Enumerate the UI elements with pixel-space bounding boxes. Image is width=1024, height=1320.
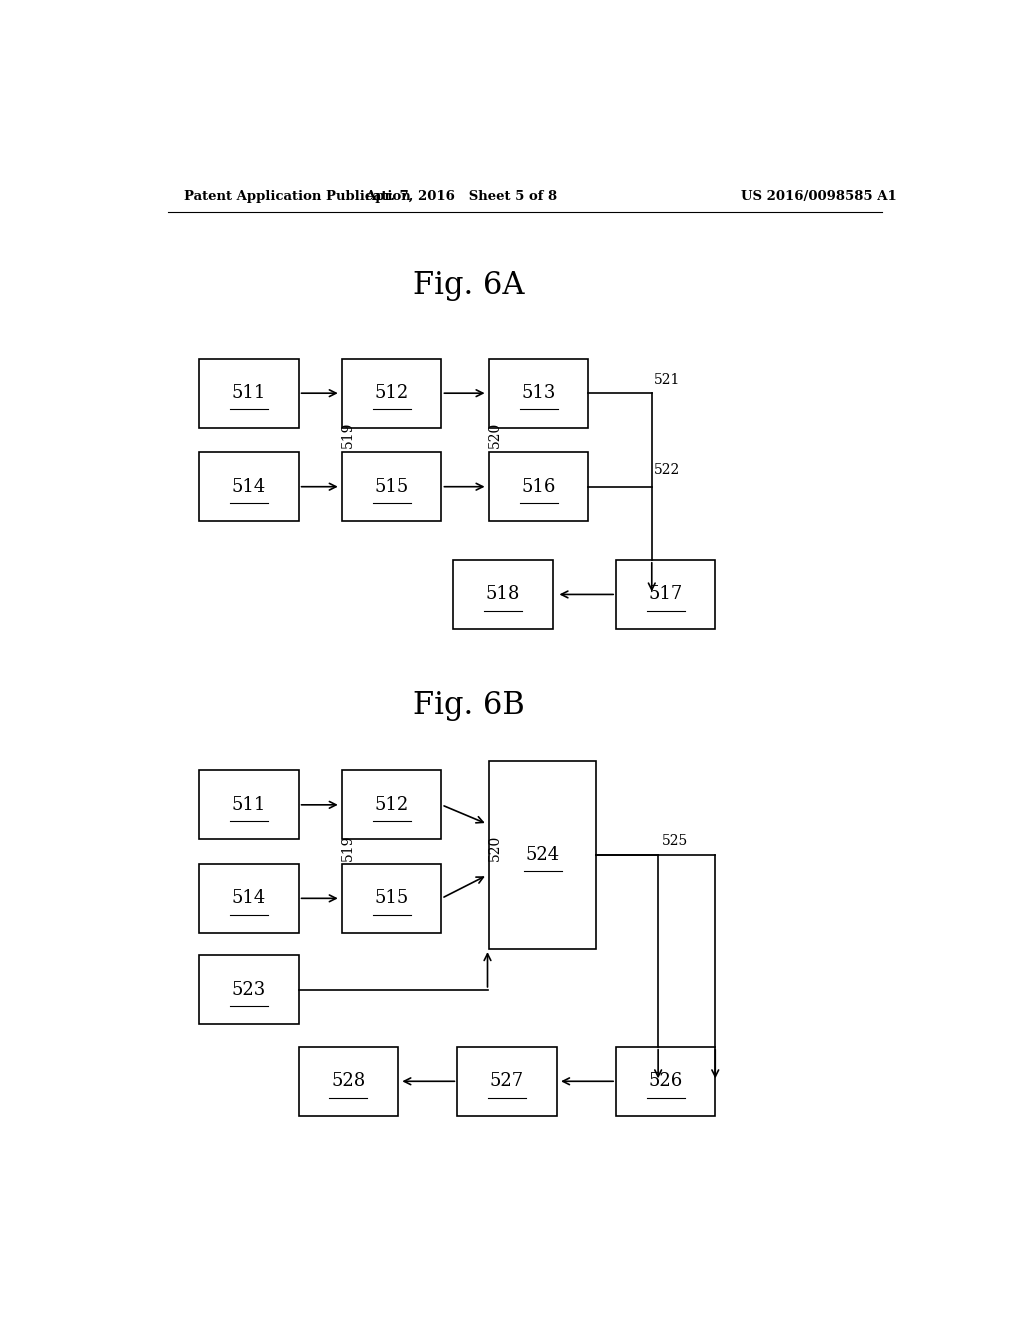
- Text: 525: 525: [663, 834, 688, 849]
- Bar: [458, 1047, 557, 1115]
- Bar: [342, 453, 441, 521]
- Bar: [200, 771, 299, 840]
- Text: 527: 527: [489, 1072, 524, 1090]
- Bar: [299, 1047, 397, 1115]
- Text: 520: 520: [487, 834, 502, 861]
- Text: 517: 517: [648, 586, 683, 603]
- Text: 523: 523: [231, 981, 266, 999]
- Bar: [616, 560, 716, 630]
- Bar: [489, 762, 596, 949]
- Bar: [489, 359, 588, 428]
- Bar: [342, 771, 441, 840]
- Text: 522: 522: [654, 463, 680, 478]
- Text: 511: 511: [231, 796, 266, 814]
- Text: Patent Application Publication: Patent Application Publication: [183, 190, 411, 202]
- Text: 513: 513: [521, 384, 556, 403]
- Text: 518: 518: [485, 586, 520, 603]
- Text: 520: 520: [487, 421, 502, 447]
- Bar: [200, 453, 299, 521]
- Text: 515: 515: [375, 478, 409, 496]
- Text: 514: 514: [231, 478, 266, 496]
- Bar: [342, 863, 441, 933]
- Text: 528: 528: [331, 1072, 366, 1090]
- Bar: [200, 956, 299, 1024]
- Text: 524: 524: [525, 846, 560, 865]
- Bar: [454, 560, 553, 630]
- Text: 511: 511: [231, 384, 266, 403]
- Text: Fig. 6B: Fig. 6B: [414, 690, 525, 721]
- Text: US 2016/0098585 A1: US 2016/0098585 A1: [740, 190, 896, 202]
- Bar: [342, 359, 441, 428]
- Text: 512: 512: [375, 796, 409, 814]
- Text: Apr. 7, 2016   Sheet 5 of 8: Apr. 7, 2016 Sheet 5 of 8: [366, 190, 557, 202]
- Bar: [200, 359, 299, 428]
- Bar: [616, 1047, 716, 1115]
- Text: 519: 519: [341, 834, 354, 861]
- Text: 519: 519: [341, 421, 354, 447]
- Text: 514: 514: [231, 890, 266, 907]
- Text: 512: 512: [375, 384, 409, 403]
- Bar: [200, 863, 299, 933]
- Text: Fig. 6A: Fig. 6A: [414, 271, 525, 301]
- Text: 521: 521: [654, 374, 681, 387]
- Text: 515: 515: [375, 890, 409, 907]
- Text: 526: 526: [648, 1072, 683, 1090]
- Text: 516: 516: [521, 478, 556, 496]
- Bar: [489, 453, 588, 521]
